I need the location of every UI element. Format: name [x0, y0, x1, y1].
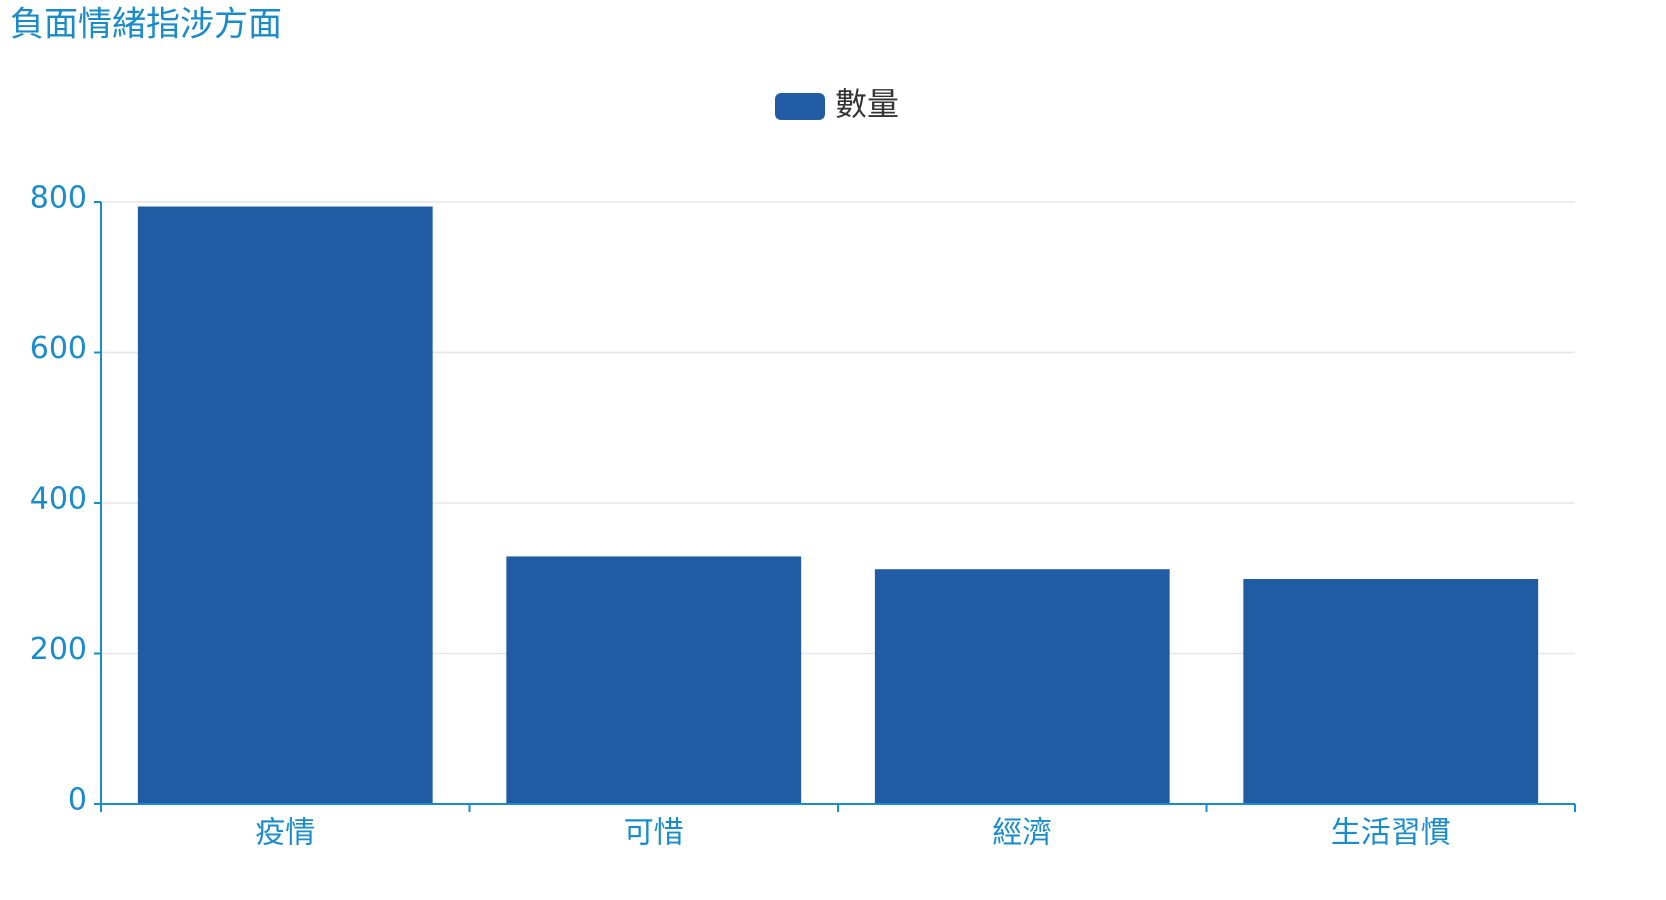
bar: [137, 206, 433, 804]
x-tick-label: 經濟: [992, 816, 1052, 851]
legend-swatch: [775, 93, 825, 120]
x-tick-label: 生活習慣: [1331, 816, 1451, 851]
y-tick-label: 200: [30, 632, 87, 667]
legend-label: 數量: [835, 85, 899, 123]
x-tick-label: 疫情: [255, 816, 315, 851]
bar: [874, 569, 1170, 804]
bar: [1243, 579, 1539, 804]
y-tick-label: 400: [30, 482, 87, 517]
y-tick-label: 800: [30, 181, 87, 216]
y-tick-label: 600: [30, 331, 87, 366]
y-tick-label: 0: [68, 783, 87, 818]
chart-title: 負面情緒指涉方面: [10, 5, 282, 45]
x-tick-label: 可惜: [624, 816, 684, 851]
bar: [506, 556, 802, 804]
